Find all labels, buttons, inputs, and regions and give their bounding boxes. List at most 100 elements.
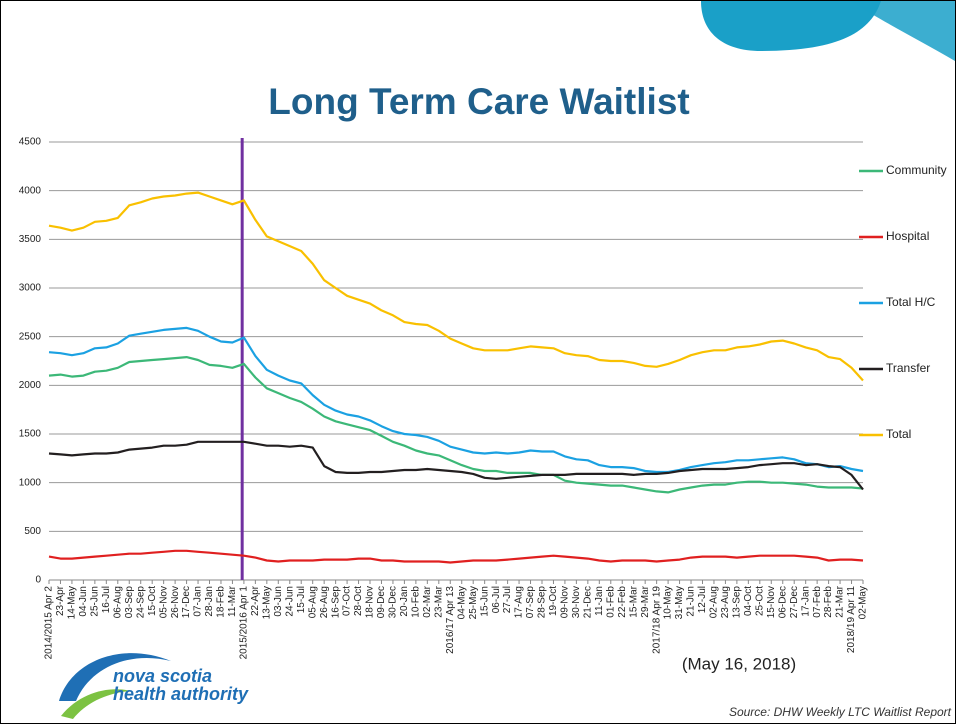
logo: nova scotia health authority	[59, 653, 249, 719]
x-tick-label: 06-Dec	[777, 586, 788, 618]
x-tick-label: 28-Jan	[204, 586, 215, 617]
legend-label: Hospital	[886, 229, 929, 243]
x-tick-label: 30-Nov	[571, 586, 582, 618]
x-tick-label: 25-Jun	[89, 586, 100, 617]
x-tick-label: 19-Oct	[548, 586, 559, 616]
x-tick-label: 2018/19 Apr 11	[846, 586, 857, 654]
x-tick-label: 17-Aug	[514, 586, 525, 618]
x-tick-label: 14-May	[67, 586, 78, 619]
x-tick-label: 06-Jul	[491, 586, 502, 613]
legend-label: Total	[886, 427, 911, 441]
x-tick-label: 21-Mar	[835, 585, 846, 617]
x-tick-label: 2017/18 Apr 19	[651, 586, 662, 654]
x-tick-label: 23-Apr	[55, 585, 66, 616]
x-tick-label: 15-Oct	[147, 586, 158, 616]
x-tick-label: 17-Jan	[800, 586, 811, 617]
logo-text: health authority	[113, 684, 249, 704]
x-tick-label: 2014/2015 Apr 2	[44, 586, 55, 660]
legend-label: Total H/C	[886, 295, 936, 309]
x-tick-label: 22-Apr	[250, 585, 261, 616]
x-tick-label: 10-May	[663, 586, 674, 619]
y-tick-label: 4000	[19, 185, 42, 196]
x-tick-label: 18-Nov	[365, 586, 376, 618]
x-tick-label: 23-Aug	[720, 586, 731, 618]
x-tick-label: 16-Sep	[330, 586, 341, 619]
x-tick-label: 02-May	[858, 586, 869, 619]
x-tick-label: 28-Sep	[537, 586, 548, 619]
x-tick-label: 17-Dec	[181, 586, 192, 618]
x-tick-label: 04-Jun	[78, 586, 89, 617]
x-tick-label: 10-Feb	[411, 586, 422, 618]
x-tick-label: 30-Dec	[388, 586, 399, 618]
x-tick-label: 20-Jan	[399, 586, 410, 617]
x-tick-label: 01-Feb	[605, 586, 616, 618]
series-line	[48, 549, 864, 564]
x-tick-label: 04-Oct	[743, 586, 754, 616]
series-line	[48, 356, 864, 494]
x-tick-label: 05-Nov	[158, 586, 169, 618]
x-tick-label: 27-Jul	[502, 586, 513, 613]
x-tick-label: 29-Mar	[640, 585, 651, 617]
x-tick-label: 23-Mar	[433, 585, 444, 617]
x-tick-label: 28-Feb	[823, 586, 834, 618]
x-tick-label: 04-May	[456, 586, 467, 619]
x-tick-label: 26-Nov	[170, 586, 181, 618]
y-tick-label: 1000	[19, 477, 42, 488]
x-tick-label: 24-Jun	[284, 586, 295, 617]
y-tick-label: 1500	[19, 429, 42, 440]
x-tick-label: 11-Jan	[594, 586, 605, 616]
x-tick-label: 07-Oct	[342, 586, 353, 616]
x-tick-label: 15-Jul	[296, 586, 307, 613]
y-tick-label: 4500	[19, 137, 42, 148]
x-tick-label: 09-Dec	[376, 586, 387, 618]
y-tick-label: 0	[35, 575, 41, 586]
x-tick-label: 07-Sep	[525, 586, 536, 619]
y-tick-label: 2000	[19, 380, 42, 391]
x-tick-label: 03-Sep	[124, 586, 135, 619]
x-tick-label: 2016/17 Apr 13	[445, 586, 456, 654]
series-line	[48, 326, 864, 474]
x-tick-label: 15-Mar	[628, 585, 639, 617]
x-tick-label: 28-Oct	[353, 586, 364, 616]
x-tick-label: 11-Mar	[227, 585, 238, 617]
x-tick-label: 24-Sep	[135, 586, 146, 619]
x-tick-label: 16-Jul	[101, 586, 112, 613]
date-note: (May 16, 2018)	[682, 654, 796, 673]
legend-label: Community	[886, 163, 947, 177]
x-tick-label: 02-Aug	[709, 586, 720, 618]
decor-blob	[851, 1, 955, 61]
x-tick-label: 05-Aug	[307, 586, 318, 618]
x-tick-label: 21-Jun	[686, 586, 697, 617]
x-tick-label: 12-Jul	[697, 586, 708, 613]
series-line	[48, 191, 864, 382]
x-tick-label: 31-May	[674, 586, 685, 619]
x-tick-label: 25-Oct	[754, 586, 765, 616]
logo-swoosh	[61, 689, 131, 719]
x-tick-label: 09-Nov	[560, 586, 571, 618]
x-tick-label: 13-Sep	[732, 586, 743, 619]
logo-swoosh	[59, 653, 171, 701]
x-tick-label: 06-Aug	[112, 586, 123, 618]
x-tick-label: 15-Nov	[766, 586, 777, 618]
series-line	[48, 440, 864, 491]
x-tick-label: 02-Mar	[422, 585, 433, 617]
decor-blob	[701, 1, 881, 51]
x-tick-label: 07-Feb	[812, 586, 823, 618]
legend-label: Transfer	[886, 361, 930, 375]
x-tick-label: 18-Feb	[216, 586, 227, 618]
y-tick-label: 3000	[19, 283, 42, 294]
x-tick-label: 22-Feb	[617, 586, 628, 618]
y-tick-label: 2500	[19, 331, 42, 342]
x-tick-label: 26-Aug	[319, 586, 330, 618]
x-tick-label: 13-May	[261, 586, 272, 619]
x-tick-label: 03-Jun	[273, 586, 284, 617]
chart-title: Long Term Care Waitlist	[268, 81, 689, 122]
y-tick-label: 3500	[19, 234, 42, 245]
source: Source: DHW Weekly LTC Waitlist Report	[729, 705, 952, 719]
x-tick-label: 25-May	[468, 586, 479, 619]
x-tick-label: 15-Jun	[479, 586, 490, 617]
logo-text: nova scotia	[113, 666, 212, 686]
y-tick-label: 500	[24, 526, 41, 537]
